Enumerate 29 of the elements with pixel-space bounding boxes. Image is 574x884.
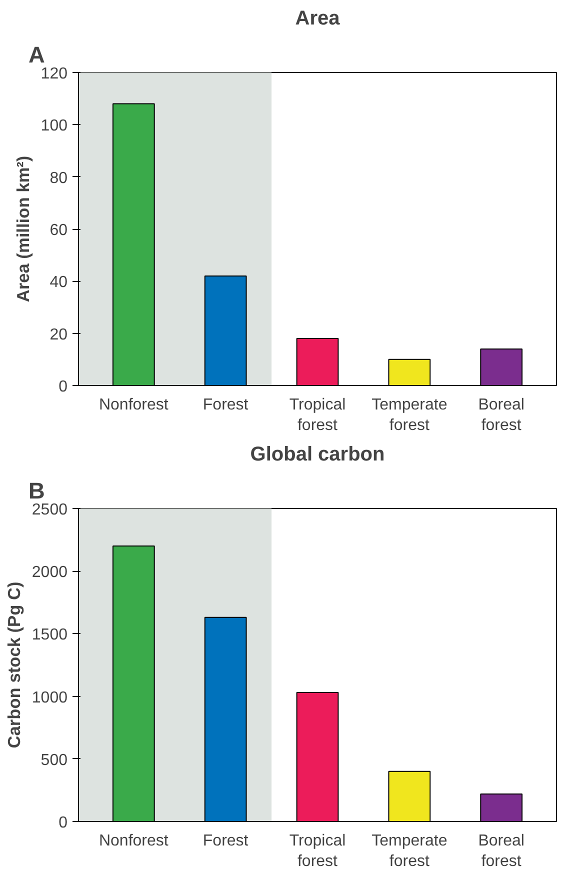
x-tick-label: Boreal forest (478, 832, 524, 870)
y-tick-label: 1000 (32, 689, 68, 706)
text: B (28, 478, 45, 504)
y-tick-label: 0 (58, 814, 68, 832)
x-tick-label: Tropical forest (289, 832, 346, 870)
chart-title: Area (295, 8, 341, 30)
y-tick-label: 100 (40, 118, 68, 135)
y-tick-label: 2500 (32, 502, 68, 518)
x-tick-label: Temperate forest (372, 832, 448, 870)
y-tick-label: 80 (50, 170, 68, 187)
chart-title: Global carbon (250, 444, 385, 466)
y-tick-label: 1500 (32, 626, 68, 644)
x-tick-label: Boreal forest (478, 396, 524, 434)
x-tick-label: Forest (202, 832, 249, 850)
y-tick-label: 0 (58, 378, 68, 396)
y-tick-label: 40 (50, 274, 68, 292)
y-tick-label: 60 (50, 222, 68, 239)
y-axis-title: Carbon stock (Pg C) (4, 582, 24, 748)
y-tick-label: 2000 (32, 564, 68, 582)
x-tick-label: Nonforest (98, 832, 169, 850)
y-tick-label: 120 (40, 66, 68, 82)
y-tick-label: 20 (50, 326, 68, 344)
x-tick-label: Temperate forest (372, 396, 448, 434)
x-tick-label: Nonforest (98, 396, 169, 414)
x-tick-label: Forest (202, 396, 249, 414)
y-axis-title: Area (million km²) (12, 156, 33, 302)
text: A (28, 42, 45, 68)
x-tick-label: Tropical forest (289, 396, 346, 434)
y-tick-label: 500 (40, 752, 68, 769)
